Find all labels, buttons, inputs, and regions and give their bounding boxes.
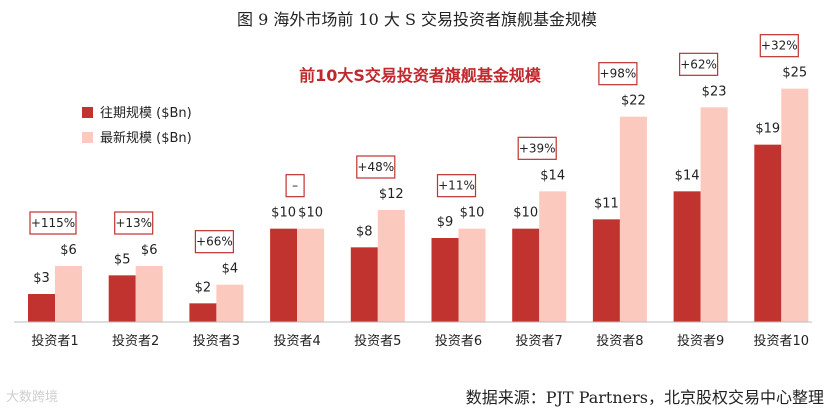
x-tick-label: 投资者3 <box>193 333 240 349</box>
change-label: +32% <box>761 39 798 53</box>
change-label: +98% <box>600 67 637 81</box>
data-label-latest: $6 <box>141 243 158 258</box>
data-label-latest: $10 <box>460 206 485 221</box>
change-box <box>598 62 638 86</box>
bar-latest <box>297 228 325 322</box>
bar-prior <box>592 219 620 322</box>
data-label-prior: $10 <box>513 206 538 221</box>
data-label-latest: $23 <box>702 84 727 99</box>
legend: 往期规模 ($Bn) 最新规模 ($Bn) <box>82 106 192 146</box>
change-box <box>114 211 154 235</box>
change-label: +48% <box>357 160 394 174</box>
x-tick-label: 投资者6 <box>435 333 482 349</box>
change-box <box>285 174 305 198</box>
bars: $3 $6 +115% 投资者1 $5 $6 +13% 投资者2 $2 $4 +66% 投资者3 $10… <box>28 34 810 349</box>
x-tick-label: 投资者5 <box>354 333 401 349</box>
change-box <box>356 155 396 179</box>
x-tick-label: 投资者4 <box>273 333 320 349</box>
bar-latest <box>700 107 728 322</box>
data-label-prior: $19 <box>755 122 780 137</box>
data-label-prior: $8 <box>356 224 373 239</box>
data-label-latest: $4 <box>222 262 239 277</box>
data-label-prior: $3 <box>33 271 50 286</box>
bar-latest <box>135 266 163 322</box>
data-label-prior: $2 <box>195 280 212 295</box>
x-tick-label: 投资者2 <box>112 333 159 349</box>
bar-prior <box>512 228 540 322</box>
change-label: +62% <box>680 57 717 71</box>
legend-swatch-prior <box>82 107 93 118</box>
change-box <box>29 211 77 235</box>
data-label-latest: $14 <box>540 168 565 183</box>
bar-latest <box>55 266 82 322</box>
bar-latest <box>539 191 567 322</box>
bar-prior <box>108 275 136 322</box>
data-label-prior: $11 <box>594 196 619 211</box>
data-label-prior: $9 <box>437 215 454 230</box>
change-box <box>517 136 557 160</box>
data-label-prior: $5 <box>114 252 131 267</box>
bar-prior <box>754 144 782 322</box>
change-box <box>759 34 799 58</box>
bar-latest <box>781 88 809 323</box>
bar-latest <box>216 284 244 322</box>
data-label-latest: $10 <box>298 206 323 221</box>
x-tick-label: 投资者10 <box>754 333 810 349</box>
data-label-latest: $22 <box>621 94 646 109</box>
change-label: +11% <box>438 179 475 193</box>
chart-title: 前10大S交易投资者旗舰基金规模 <box>299 66 542 85</box>
x-tick-label: 投资者1 <box>31 333 78 349</box>
change-box <box>436 174 477 198</box>
x-tick-label: 投资者9 <box>677 333 724 349</box>
bar-prior <box>431 238 459 322</box>
bar-latest <box>458 228 486 322</box>
change-label: +115% <box>31 216 75 230</box>
change-box <box>194 230 234 254</box>
legend-label-prior: 往期规模 ($Bn) <box>100 106 192 121</box>
data-label-prior: $10 <box>271 206 296 221</box>
change-box <box>678 52 719 76</box>
figure-caption: 图 9 海外市场前 10 大 S 交易投资者旗舰基金规模 <box>236 10 598 29</box>
data-label-latest: $6 <box>60 243 77 258</box>
bar-prior <box>673 191 701 322</box>
change-label: – <box>292 179 298 193</box>
change-label: +66% <box>196 235 233 249</box>
bar-latest <box>377 210 405 322</box>
bar-prior <box>350 247 378 322</box>
change-label: +39% <box>519 141 556 155</box>
data-label-latest: $25 <box>782 66 807 81</box>
x-tick-label: 投资者7 <box>516 333 563 349</box>
bar-latest <box>619 116 647 323</box>
bar-prior <box>270 228 298 322</box>
data-label-latest: $12 <box>379 187 404 202</box>
change-label: +13% <box>115 216 152 230</box>
source-note: 数据来源：PJT Partners，北京股权交易中心整理 <box>465 388 824 407</box>
x-tick-label: 投资者8 <box>596 333 643 349</box>
legend-label-latest: 最新规模 ($Bn) <box>100 130 192 146</box>
watermark: 大数跨境 <box>6 390 59 405</box>
bar-prior <box>189 303 217 322</box>
legend-swatch-latest <box>82 132 93 143</box>
data-label-prior: $14 <box>675 168 700 183</box>
bar-prior <box>28 294 55 322</box>
